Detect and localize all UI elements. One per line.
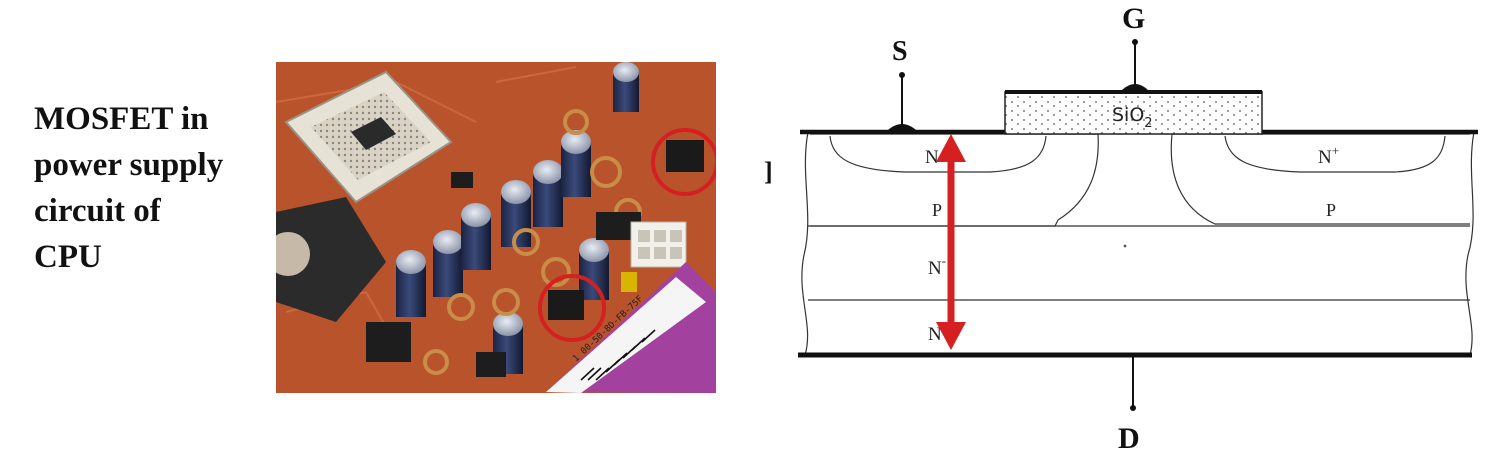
side-bracket-mark: ] (764, 157, 773, 186)
p-well-left (810, 133, 1099, 227)
p-left-label: P (932, 200, 942, 220)
power-connector (630, 221, 687, 268)
p-right-label: P (1326, 200, 1336, 220)
source-label: S (892, 36, 908, 67)
n-plus-left-label: N (925, 147, 939, 168)
caption-line-4: CPU (34, 239, 102, 275)
oxide-label: SiO2 (1112, 104, 1153, 131)
photo-caption: MOSFET in power supply circuit of CPU (34, 96, 274, 280)
n-drift-label: N- (928, 253, 946, 279)
current-path-arrow (936, 134, 966, 350)
mosfet-highlight-lower (538, 274, 606, 342)
cpu-socket (284, 70, 453, 204)
n-plus-right-label: N+ (1318, 143, 1339, 168)
p-well-right (1170, 133, 1470, 225)
gate-label: G (1122, 2, 1145, 35)
motherboard-photo: 1 00-50-8D-FB-75F (276, 62, 716, 393)
barcode-sticker (546, 277, 706, 393)
caption-line-1: MOSFET in (34, 101, 209, 137)
left-wafer-edge (801, 131, 809, 356)
n-plus-left (829, 135, 1047, 173)
caption-line-3: circuit of (34, 193, 161, 229)
right-wafer-edge (1465, 131, 1475, 356)
n-substrate-label: N (928, 324, 942, 345)
drain-label: D (1118, 422, 1140, 455)
mosfet-highlight-upper (651, 128, 716, 196)
mosfet-chip-lower (548, 290, 584, 320)
n-plus-right (1224, 135, 1446, 173)
caption-line-2: power supply (34, 147, 224, 183)
mosfet-chip-upper (666, 140, 704, 172)
heatsink (276, 197, 386, 322)
